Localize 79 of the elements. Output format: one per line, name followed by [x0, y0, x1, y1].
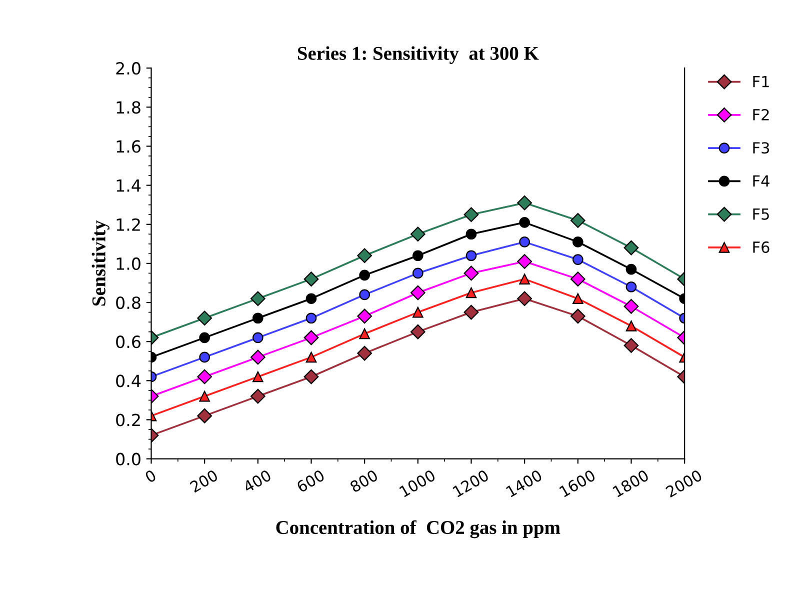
point — [626, 281, 637, 292]
point — [412, 250, 424, 262]
point — [252, 371, 264, 382]
point — [197, 408, 212, 424]
point — [466, 287, 477, 298]
y-tick-label: 0.8 — [116, 296, 140, 310]
y-tick-label: 0.4 — [116, 374, 141, 388]
point — [466, 228, 477, 240]
point — [572, 293, 584, 304]
point — [519, 236, 530, 248]
point — [357, 308, 372, 324]
point — [199, 390, 210, 402]
point — [519, 217, 530, 228]
x-tick-label: 800 — [349, 469, 379, 493]
point — [357, 248, 372, 264]
point — [410, 324, 426, 340]
point — [359, 270, 370, 281]
point — [570, 213, 586, 228]
y-axis-title: Sensitivity — [92, 220, 110, 306]
point — [410, 285, 426, 300]
point — [517, 195, 532, 210]
point — [464, 207, 479, 222]
legend-label: F1 — [753, 76, 769, 88]
x-tick-label: 400 — [242, 469, 272, 493]
point — [570, 308, 586, 324]
point — [359, 328, 370, 340]
point — [250, 291, 266, 306]
y-tick-label: 1.4 — [116, 179, 141, 192]
point — [304, 330, 319, 346]
point — [517, 291, 532, 306]
point — [250, 350, 266, 365]
point — [357, 346, 372, 361]
y-tick-label: 0.2 — [116, 414, 140, 426]
y-tick-label: 0.6 — [116, 336, 140, 348]
legend-label: F4 — [753, 175, 770, 187]
point — [626, 264, 637, 275]
legend-label: F5 — [753, 208, 769, 220]
point — [252, 312, 264, 324]
point — [250, 388, 266, 404]
point — [306, 352, 317, 363]
point — [412, 306, 424, 318]
point — [624, 240, 639, 256]
point — [572, 236, 584, 248]
point — [412, 268, 424, 279]
y-tick-label: 1.2 — [116, 218, 140, 231]
point — [199, 352, 210, 363]
point — [466, 250, 477, 262]
point — [306, 312, 317, 324]
y-tick-label: 1.0 — [116, 257, 140, 270]
point — [199, 332, 210, 344]
point — [410, 226, 426, 242]
point — [517, 254, 532, 269]
y-tick-label: 2.0 — [116, 62, 140, 75]
point — [197, 310, 212, 326]
point — [306, 293, 317, 304]
point — [197, 369, 212, 384]
y-tick-label: 1.6 — [116, 140, 140, 153]
x-axis-title: Concentration of CO2 gas in ppm — [276, 520, 560, 538]
legend-label: F3 — [753, 142, 770, 154]
point — [304, 272, 319, 286]
y-tick-label: 0.0 — [116, 452, 140, 466]
point — [570, 272, 586, 286]
point — [519, 274, 530, 284]
legend-label: F6 — [753, 241, 770, 253]
x-tick-label: 600 — [296, 469, 326, 493]
point — [572, 254, 584, 265]
chart-title: Series 1: Sensitivity at 300 K — [298, 46, 539, 64]
point — [252, 332, 264, 344]
legend-label: F2 — [753, 108, 769, 120]
point — [464, 304, 479, 320]
x-tick-label: 0 — [144, 469, 157, 484]
point — [359, 289, 370, 300]
point — [626, 320, 637, 332]
x-tick-label: 200 — [189, 469, 219, 493]
point — [464, 266, 479, 281]
y-tick-label: 1.8 — [116, 101, 140, 114]
point — [304, 369, 319, 384]
point — [624, 298, 639, 314]
point — [624, 338, 639, 353]
